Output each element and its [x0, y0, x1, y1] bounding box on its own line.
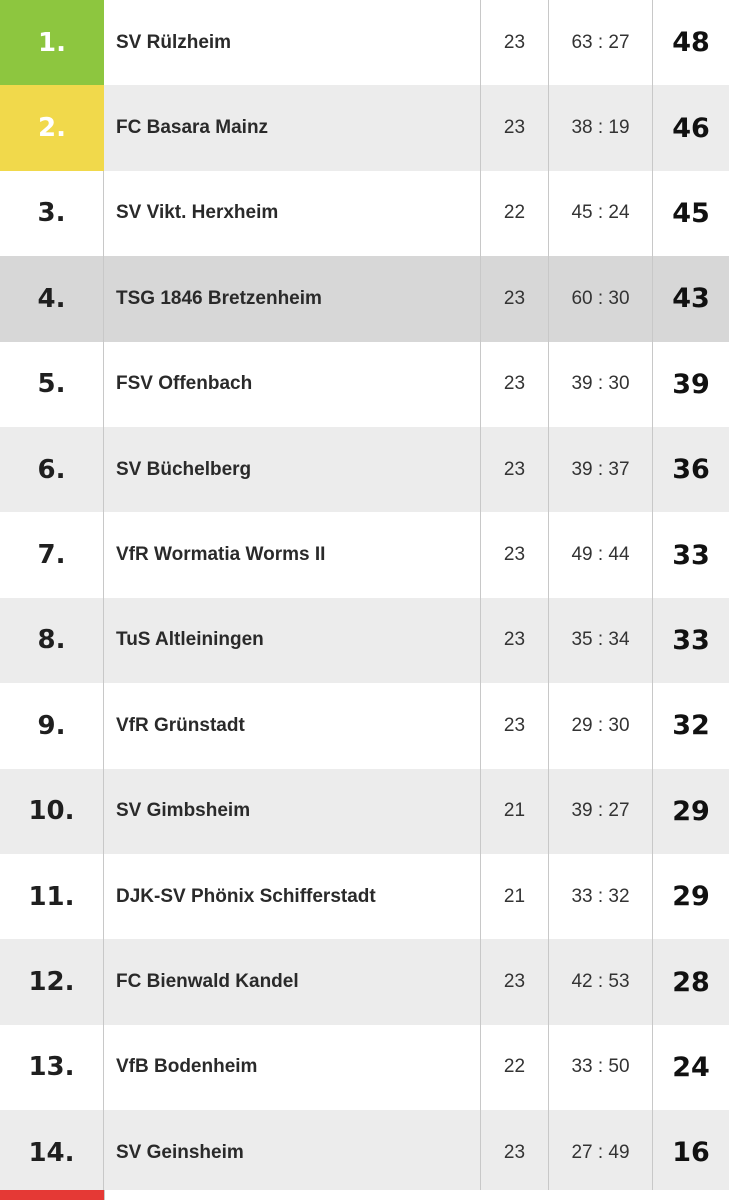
- team-name[interactable]: FSV Offenbach: [116, 373, 253, 395]
- games-played: 23: [480, 341, 548, 427]
- goal-difference: 33 : 50: [548, 1024, 652, 1111]
- rank-cell: 12.: [0, 939, 104, 1025]
- partial-table-row: [0, 1190, 729, 1200]
- rank-cell: 5.: [0, 341, 104, 427]
- points: 48: [652, 0, 729, 86]
- goal-difference: 39 : 27: [548, 768, 652, 854]
- goal-difference: 39 : 37: [548, 427, 652, 513]
- team-name[interactable]: FC Basara Mainz: [116, 117, 269, 139]
- rank-cell: 7.: [0, 512, 104, 598]
- rank-cell: 14.: [0, 1110, 104, 1196]
- table-row[interactable]: 3. SV Vikt. Herxheim 22 45 : 24 45: [0, 170, 729, 257]
- games-played: 23: [480, 512, 548, 598]
- points: 45: [652, 170, 729, 257]
- points: 39: [652, 341, 729, 427]
- points: 32: [652, 683, 729, 769]
- games-played: 23: [480, 427, 548, 513]
- rank-cell: 3.: [0, 170, 104, 257]
- team-name[interactable]: VfR Grünstadt: [116, 714, 245, 736]
- rank-cell: 9.: [0, 683, 104, 769]
- team-name[interactable]: VfB Bodenheim: [116, 1056, 258, 1078]
- points: 29: [652, 854, 729, 940]
- points: 43: [652, 256, 729, 342]
- table-row[interactable]: 8. TuS Altleiningen 23 35 : 34 33: [0, 597, 729, 684]
- goal-difference: 45 : 24: [548, 170, 652, 257]
- table-row[interactable]: 5. FSV Offenbach 23 39 : 30 39: [0, 341, 729, 427]
- goal-difference: 49 : 44: [548, 512, 652, 598]
- goal-difference: 38 : 19: [548, 85, 652, 171]
- games-played: 23: [480, 683, 548, 769]
- table-row[interactable]: 2. FC Basara Mainz 23 38 : 19 46: [0, 85, 729, 171]
- rank-cell: 2.: [0, 85, 104, 171]
- points: 36: [652, 427, 729, 513]
- games-played: 21: [480, 854, 548, 940]
- table-row[interactable]: 4. TSG 1846 Bretzenheim 23 60 : 30 43: [0, 256, 729, 342]
- table-row[interactable]: 1. SV Rülzheim 23 63 : 27 48: [0, 0, 729, 86]
- rank-cell: 8.: [0, 597, 104, 684]
- goal-difference: 42 : 53: [548, 939, 652, 1025]
- team-name[interactable]: DJK-SV Phönix Schifferstadt: [116, 885, 376, 907]
- team-name[interactable]: SV Geinsheim: [116, 1141, 244, 1163]
- games-played: 22: [480, 1024, 548, 1111]
- games-played: 21: [480, 768, 548, 854]
- rank-cell: 1.: [0, 0, 104, 86]
- goal-difference: 35 : 34: [548, 597, 652, 684]
- goal-difference: 63 : 27: [548, 0, 652, 86]
- rank-cell: 11.: [0, 854, 104, 940]
- games-played: 23: [480, 0, 548, 86]
- points: 16: [652, 1110, 729, 1196]
- games-played: 22: [480, 170, 548, 257]
- rank-cell: 10.: [0, 768, 104, 854]
- points: 24: [652, 1024, 729, 1111]
- rank-cell: 13.: [0, 1024, 104, 1111]
- goal-difference: 29 : 30: [548, 683, 652, 769]
- team-name[interactable]: SV Büchelberg: [116, 458, 252, 480]
- team-name[interactable]: SV Vikt. Herxheim: [116, 202, 279, 224]
- table-row[interactable]: 14. SV Geinsheim 23 27 : 49 16: [0, 1110, 729, 1196]
- games-played: 23: [480, 597, 548, 684]
- games-played: 23: [480, 1110, 548, 1196]
- team-name[interactable]: TuS Altleiningen: [116, 629, 264, 651]
- goal-difference: 33 : 32: [548, 854, 652, 940]
- table-row[interactable]: 13. VfB Bodenheim 22 33 : 50 24: [0, 1024, 729, 1111]
- goal-difference: 60 : 30: [548, 256, 652, 342]
- team-name[interactable]: SV Gimbsheim: [116, 800, 251, 822]
- goal-difference: 39 : 30: [548, 341, 652, 427]
- games-played: 23: [480, 256, 548, 342]
- points: 33: [652, 512, 729, 598]
- goal-difference: 27 : 49: [548, 1110, 652, 1196]
- rank-cell: 6.: [0, 427, 104, 513]
- table-row[interactable]: 7. VfR Wormatia Worms II 23 49 : 44 33: [0, 512, 729, 598]
- table-row[interactable]: 11. DJK-SV Phönix Schifferstadt 21 33 : 32 2…: [0, 854, 729, 940]
- table-row[interactable]: 12. FC Bienwald Kandel 23 42 : 53 28: [0, 939, 729, 1025]
- table-row[interactable]: 10. SV Gimbsheim 21 39 : 27 29: [0, 768, 729, 854]
- points: 46: [652, 85, 729, 171]
- points: 29: [652, 768, 729, 854]
- rank-cell: 4.: [0, 256, 104, 342]
- team-name[interactable]: VfR Wormatia Worms II: [116, 544, 326, 566]
- points: 33: [652, 597, 729, 684]
- team-name[interactable]: FC Bienwald Kandel: [116, 971, 299, 993]
- table-row[interactable]: 9. VfR Grünstadt 23 29 : 30 32: [0, 683, 729, 769]
- games-played: 23: [480, 939, 548, 1025]
- games-played: 23: [480, 85, 548, 171]
- team-name[interactable]: TSG 1846 Bretzenheim: [116, 287, 322, 309]
- team-name[interactable]: SV Rülzheim: [116, 31, 232, 53]
- points: 28: [652, 939, 729, 1025]
- table-row[interactable]: 6. SV Büchelberg 23 39 : 37 36: [0, 427, 729, 513]
- relegation-marker: [0, 1190, 104, 1200]
